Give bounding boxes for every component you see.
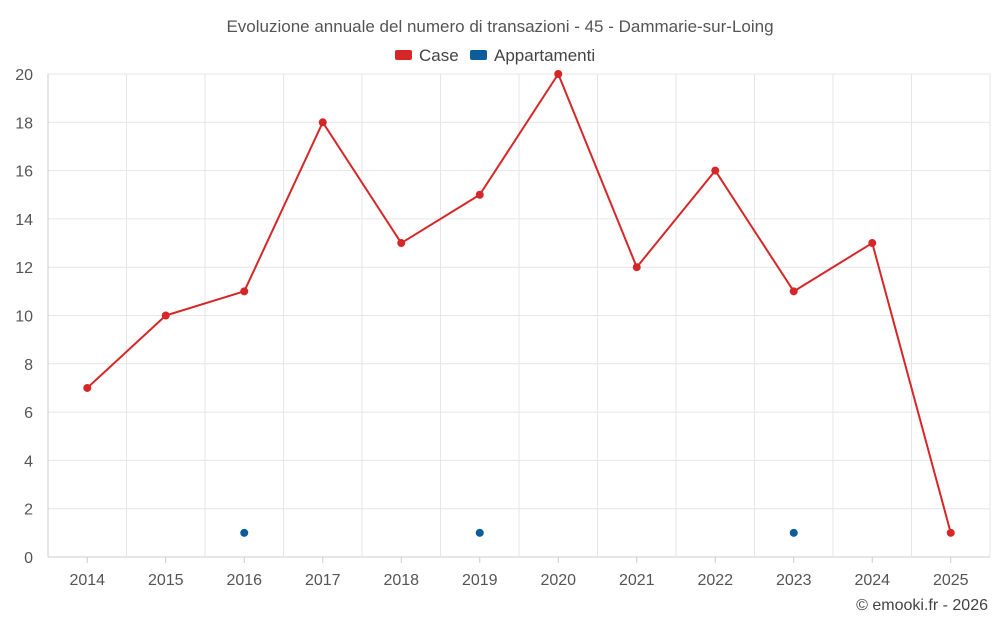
legend-label-case[interactable]: Case [419, 46, 459, 65]
grid [47, 73, 991, 558]
x-tick-label: 2014 [69, 572, 105, 589]
x-tick-label: 2018 [383, 572, 419, 589]
data-point-case[interactable] [632, 263, 641, 272]
y-axis: 0 2 4 6 8 10 12 14 16 18 20 [15, 67, 33, 567]
y-tick-label: 16 [15, 164, 33, 181]
series [83, 70, 955, 537]
credit-text: © emooki.fr - 2026 [856, 597, 988, 614]
x-tick-label: 2020 [540, 572, 576, 589]
y-tick-label: 12 [15, 260, 33, 277]
x-tick-label: 2025 [933, 572, 969, 589]
y-tick-label: 0 [24, 550, 33, 567]
series-line-case [86, 73, 952, 534]
data-point-case[interactable] [711, 166, 720, 175]
x-tick-label: 2019 [462, 572, 498, 589]
legend-swatch-case[interactable] [395, 50, 412, 60]
y-tick-label: 14 [15, 212, 33, 229]
y-tick-label: 10 [15, 309, 33, 326]
x-tick-label: 2017 [305, 572, 341, 589]
data-point-case[interactable] [554, 70, 563, 78]
data-point-appartamenti[interactable] [475, 528, 484, 537]
x-tick-label: 2023 [776, 572, 812, 589]
data-point-case[interactable] [318, 118, 327, 127]
y-tick-label: 20 [15, 67, 33, 84]
data-point-case[interactable] [868, 239, 877, 248]
legend-label-appartamenti[interactable]: Appartamenti [494, 46, 595, 65]
data-point-case[interactable] [789, 287, 798, 296]
data-point-case[interactable] [397, 239, 406, 248]
x-tick-label: 2024 [854, 572, 890, 589]
legend-swatch-appartamenti[interactable] [470, 50, 487, 60]
x-tick-label: 2021 [619, 572, 655, 589]
y-tick-label: 8 [24, 357, 33, 374]
data-point-case[interactable] [475, 190, 484, 199]
data-point-appartamenti[interactable] [789, 528, 798, 537]
y-tick-label: 4 [24, 453, 33, 470]
y-tick-label: 18 [15, 115, 33, 132]
data-point-case[interactable] [240, 287, 249, 296]
data-point-case[interactable] [946, 528, 955, 537]
legend: Case Appartamenti [395, 46, 595, 65]
data-point-case[interactable] [161, 311, 170, 320]
x-axis: 2014 2015 2016 2017 2018 2019 2020 2021 2022 2023… [69, 557, 969, 589]
data-point-appartamenti[interactable] [240, 528, 249, 537]
x-tick-label: 2022 [697, 572, 733, 589]
y-tick-label: 2 [24, 502, 33, 519]
y-tick-label: 6 [24, 405, 33, 422]
x-tick-label: 2016 [226, 572, 262, 589]
data-point-case[interactable] [83, 383, 92, 392]
chart-title: Evoluzione annuale del numero di transaz… [226, 17, 773, 36]
x-tick-label: 2015 [148, 572, 184, 589]
